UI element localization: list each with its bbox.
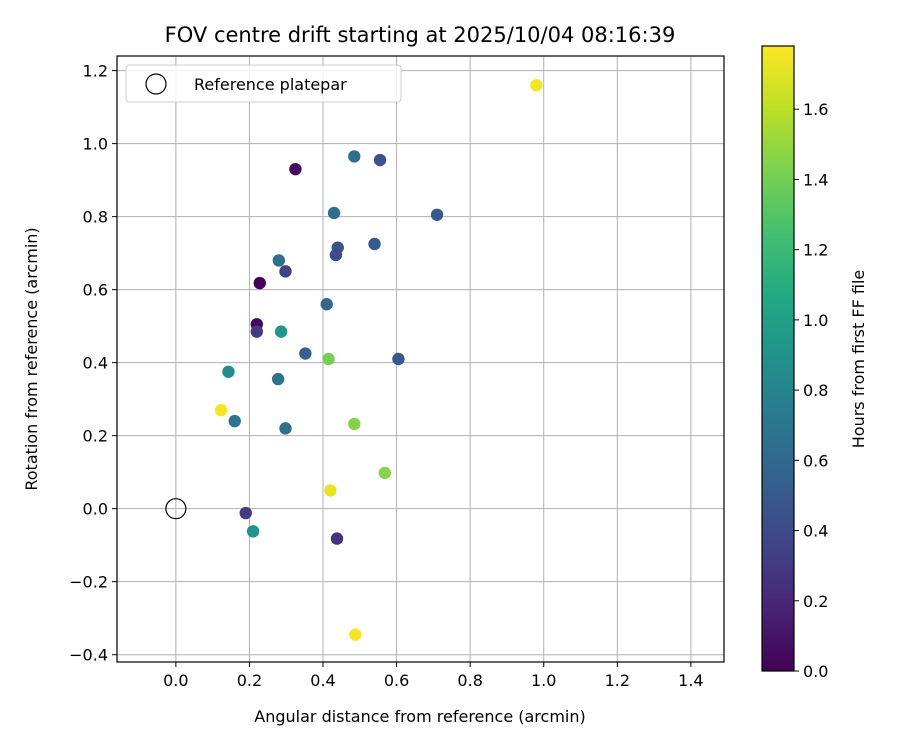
- y-tick-label: 1.2: [83, 62, 108, 81]
- legend-box: [125, 64, 402, 103]
- data-point: [430, 208, 444, 222]
- x-tick-label: 0.8: [457, 671, 482, 690]
- colorbar-tick-label: 1.4: [803, 170, 828, 189]
- x-tick-label: 1.0: [531, 671, 556, 690]
- data-point: [330, 532, 344, 545]
- legend-marker-icon: [145, 73, 167, 95]
- y-axis-label: Rotation from reference (arcmin): [22, 227, 41, 490]
- grid: [117, 56, 724, 662]
- y-tick-label: 0.0: [83, 500, 108, 519]
- data-point: [348, 150, 361, 163]
- colorbar-ticks: 0.0 0.2 0.4 0.6 0.8 1.0 1.2 1.4 1.6: [794, 100, 828, 681]
- data-point: [322, 352, 335, 366]
- data-point: [349, 628, 362, 641]
- y-tick-label: 0.6: [83, 281, 108, 300]
- data-point: [530, 79, 543, 92]
- data-point: [222, 365, 235, 378]
- colorbar-frame: [761, 45, 795, 672]
- colorbar-label: Hours from first FF file: [849, 270, 868, 449]
- colorbar-tick-label: 0.2: [803, 592, 828, 611]
- plot-frame: [116, 55, 725, 663]
- data-point: [271, 372, 285, 386]
- data-point: [253, 276, 266, 290]
- y-tick-label: 0.4: [83, 354, 108, 373]
- data-point: [329, 248, 343, 262]
- x-tick-label: 0.0: [163, 671, 188, 690]
- data-point: [373, 153, 387, 167]
- x-axis-label: Angular distance from reference (arcmin): [254, 707, 585, 726]
- colorbar-tick-label: 1.0: [803, 311, 828, 330]
- y-tick-label: 0.8: [83, 208, 108, 227]
- data-point: [327, 206, 341, 220]
- reference-platepar-marker: [165, 498, 187, 520]
- data-point: [324, 484, 337, 497]
- x-tick-label: 0.4: [310, 671, 335, 690]
- y-tick-label: −0.4: [69, 646, 108, 665]
- data-points: [165, 79, 543, 641]
- x-tick-label: 1.2: [605, 671, 630, 690]
- colorbar-tick-label: 0.6: [803, 451, 828, 470]
- data-point: [348, 417, 361, 431]
- data-point: [392, 352, 405, 366]
- legend: Reference platepar: [125, 64, 402, 103]
- colorbar-tick-label: 0.0: [803, 662, 828, 681]
- x-axis: 0.0 0.2 0.4 0.6 0.8 1.0 1.2 1.4: [163, 662, 704, 690]
- data-point: [246, 525, 260, 538]
- x-tick-label: 1.4: [678, 671, 703, 690]
- colorbar-gradient: [762, 46, 794, 671]
- colorbar-tick-label: 1.6: [803, 100, 828, 119]
- data-point: [289, 162, 302, 176]
- data-point: [378, 466, 392, 480]
- data-point: [299, 347, 312, 360]
- x-tick-label: 0.6: [384, 671, 409, 690]
- colorbar-tick-label: 0.8: [803, 381, 828, 400]
- data-point: [272, 254, 286, 267]
- data-point: [279, 422, 292, 435]
- colorbar-tick-label: 1.2: [803, 241, 828, 260]
- data-point: [214, 403, 228, 417]
- colorbar-tick-label: 0.4: [803, 522, 828, 541]
- data-point: [368, 237, 381, 251]
- data-point: [250, 325, 263, 338]
- x-tick-label: 0.2: [237, 671, 262, 690]
- y-tick-label: 1.0: [83, 135, 108, 154]
- data-point: [239, 506, 252, 520]
- colorbar: 0.0 0.2 0.4 0.6 0.8 1.0 1.2 1.4 1.6 Hours from f…: [761, 45, 868, 681]
- chart-title: FOV centre drift starting at 2025/10/04 …: [165, 23, 676, 47]
- y-tick-label: −0.2: [69, 573, 108, 592]
- y-tick-label: 0.2: [83, 427, 108, 446]
- legend-label: Reference platepar: [194, 75, 347, 94]
- data-point: [228, 414, 241, 428]
- y-axis: −0.4 −0.2 0.0 0.2 0.4 0.6 0.8 1.0 1.2: [69, 62, 117, 665]
- data-point: [320, 298, 333, 311]
- data-point: [274, 325, 288, 338]
- data-point: [279, 265, 292, 278]
